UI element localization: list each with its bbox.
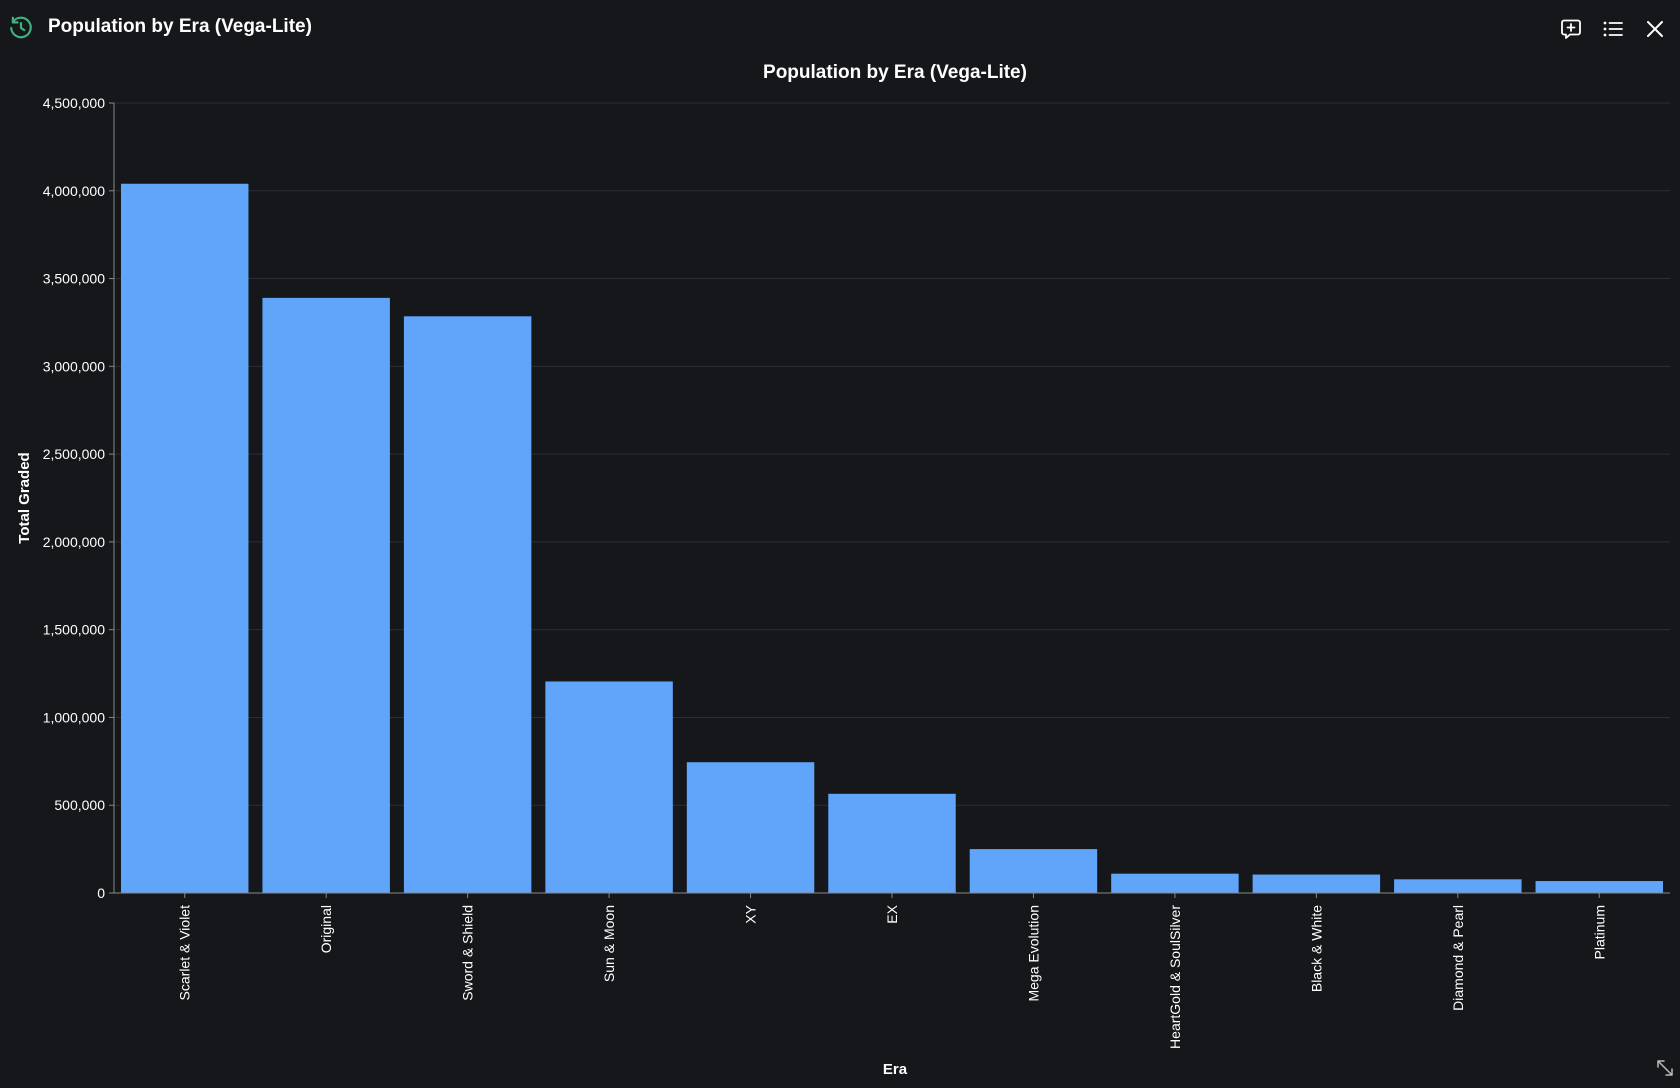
bar[interactable] [545, 681, 673, 893]
y-tick-label: 500,000 [54, 797, 105, 813]
bar[interactable] [1394, 879, 1522, 893]
bar[interactable] [121, 183, 249, 893]
chart-container: 0 500,000 1,000,000 1,500,000 2,000,000 2,500… [0, 58, 1680, 1083]
history-icon[interactable] [8, 15, 34, 41]
x-tick-label: XY [743, 904, 759, 923]
window-header: Population by Era (Vega-Lite) [0, 0, 1680, 58]
bar[interactable] [969, 849, 1098, 893]
x-tick-label: Platinum [1591, 905, 1607, 959]
comment-button[interactable] [1558, 16, 1584, 42]
y-tick-label: 0 [97, 885, 105, 901]
x-tick-label: Scarlet & Violet [177, 905, 193, 1001]
bar[interactable] [1252, 874, 1381, 893]
comment-add-icon [1561, 19, 1581, 39]
close-button[interactable] [1642, 16, 1668, 42]
bar[interactable] [1535, 881, 1663, 893]
close-icon [1647, 21, 1663, 37]
bar[interactable] [686, 762, 815, 893]
bar[interactable] [1111, 873, 1239, 893]
resize-icon[interactable] [1656, 1059, 1674, 1077]
y-tick-label: 4,500,000 [43, 95, 105, 111]
bars [121, 183, 1663, 893]
bar-chart: 0 500,000 1,000,000 1,500,000 2,000,000 2,500… [16, 62, 1670, 1078]
x-tick-label: Sword & Shield [460, 905, 476, 1001]
x-tick-label: Diamond & Pearl [1450, 905, 1466, 1011]
chart-title: Population by Era (Vega-Lite) [763, 62, 1027, 83]
y-tick-label: 2,000,000 [43, 534, 105, 550]
y-tick-label: 3,500,000 [43, 271, 105, 287]
y-axis-label: Total Graded [16, 452, 33, 543]
y-tick-label: 1,500,000 [43, 622, 105, 638]
x-tick-label: Sun & Moon [601, 905, 617, 982]
y-tick-label: 4,000,000 [43, 183, 105, 199]
x-tick-label: HeartGold & SoulSilver [1167, 905, 1183, 1049]
bar[interactable] [828, 793, 956, 893]
header-actions [1558, 16, 1668, 42]
bar[interactable] [403, 316, 532, 893]
x-tick-label: Black & White [1308, 905, 1324, 992]
x-tick-label: Mega Evolution [1025, 905, 1041, 1002]
bar[interactable] [262, 297, 390, 893]
list-button[interactable] [1600, 16, 1626, 42]
window-title: Population by Era (Vega-Lite) [48, 16, 312, 37]
axes: 0 500,000 1,000,000 1,500,000 2,000,000 2,500… [43, 95, 1670, 1049]
y-tick-label: 1,000,000 [43, 709, 105, 725]
x-tick-label: EX [884, 904, 900, 923]
y-tick-label: 2,500,000 [43, 446, 105, 462]
y-tick-label: 3,000,000 [43, 358, 105, 374]
list-icon [1603, 21, 1623, 37]
x-tick-label: Original [318, 905, 334, 953]
x-axis-label: Era [883, 1061, 908, 1078]
